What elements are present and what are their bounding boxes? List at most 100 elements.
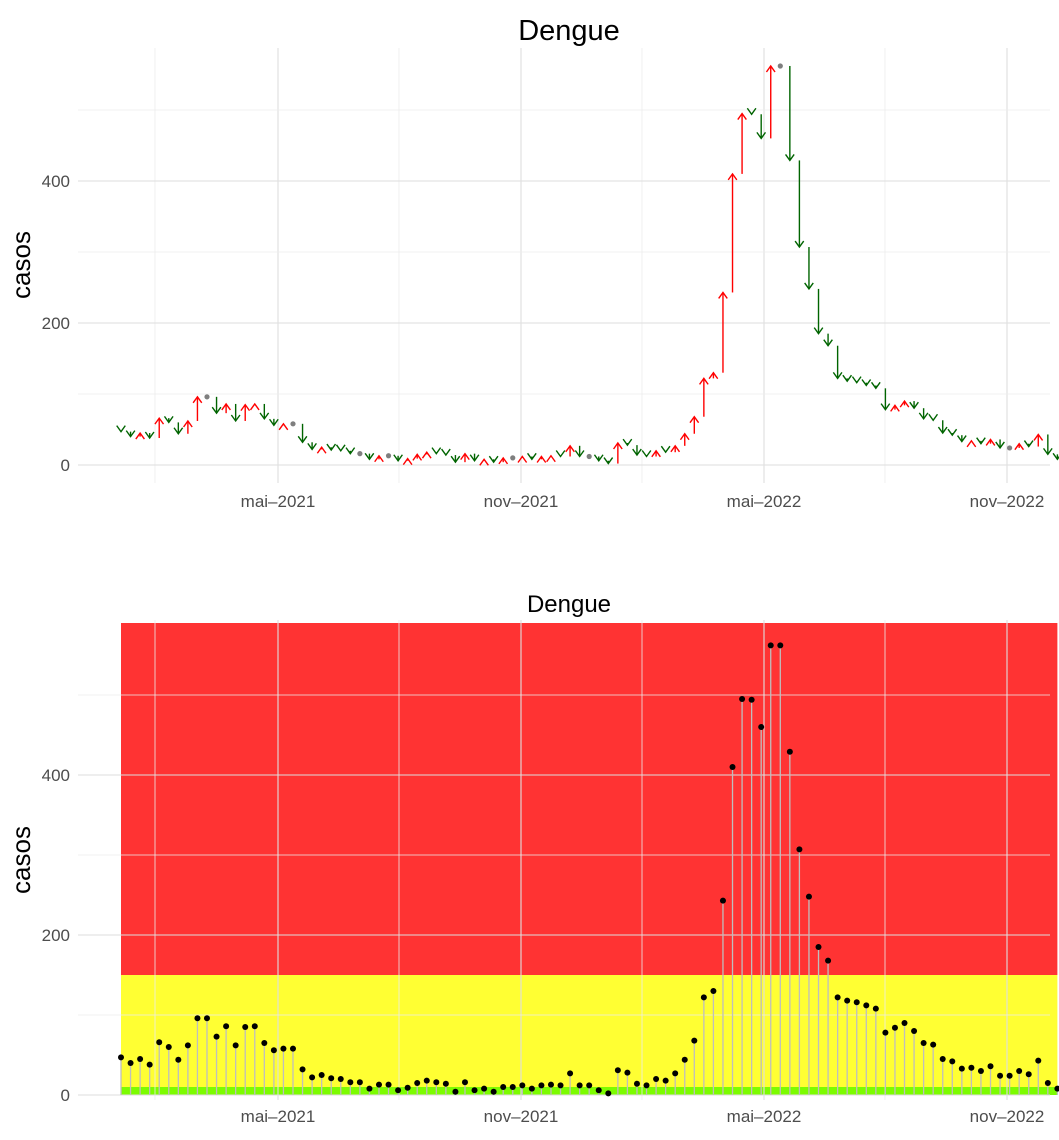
decrease-arrow — [622, 438, 633, 447]
decrease-arrow — [880, 388, 891, 411]
arrow-head — [421, 451, 432, 459]
x-tick-label: nov–2021 — [484, 492, 559, 511]
lollipop-point — [777, 642, 784, 649]
decrease-arrow — [173, 422, 184, 435]
decrease-arrow — [861, 379, 872, 387]
arrow-head — [698, 377, 709, 385]
lollipop-point — [958, 1065, 965, 1072]
arrow-head — [928, 413, 939, 422]
lollipop-point — [251, 1023, 258, 1030]
increase-arrow — [192, 395, 203, 421]
arrow-head — [192, 395, 203, 404]
decrease-arrow — [746, 107, 757, 116]
arrow-head — [125, 430, 136, 438]
increase-arrow — [135, 431, 145, 440]
decrease-arrow — [125, 430, 136, 438]
decrease-arrow — [918, 408, 929, 421]
lollipop-point — [767, 642, 774, 649]
lollipop-point — [404, 1084, 411, 1091]
increase-arrow — [412, 453, 423, 461]
arrow-head — [536, 455, 547, 463]
arrow-head — [316, 446, 327, 454]
arrow-head — [402, 457, 413, 466]
lollipop-point — [891, 1024, 898, 1031]
lollipop-point — [490, 1088, 497, 1095]
arrow-head — [632, 448, 642, 457]
lollipop-point — [719, 897, 726, 904]
decrease-arrow — [947, 428, 958, 437]
lollipop-point — [882, 1029, 889, 1036]
lollipop-point — [118, 1054, 124, 1061]
lollipop-point — [997, 1072, 1004, 1079]
increase-arrow — [1033, 433, 1044, 447]
increase-arrow — [689, 415, 700, 434]
arrow-head — [641, 450, 652, 458]
arrow-head — [956, 435, 967, 443]
arrow-head — [612, 441, 623, 450]
decrease-arrow — [660, 445, 671, 454]
chart-title: Dengue — [527, 591, 611, 618]
lollipop-point — [242, 1024, 249, 1030]
arrow-head — [240, 403, 251, 412]
arrow-head — [278, 422, 289, 431]
arrow-head — [144, 431, 155, 440]
lollipop-point — [194, 1015, 201, 1022]
decrease-arrow — [469, 453, 480, 462]
arrow-head — [488, 455, 499, 464]
lollipop-point — [1044, 1080, 1051, 1086]
lollipop-point — [872, 1005, 879, 1012]
lollipop-point — [528, 1085, 535, 1092]
arrow-head — [574, 450, 585, 458]
arrow-head — [899, 399, 910, 408]
x-tick-label: mai–2021 — [241, 492, 316, 511]
arrow-head — [335, 444, 346, 453]
arrow-head — [1052, 452, 1059, 461]
lollipop-point — [347, 1079, 354, 1086]
lollipop-point — [442, 1080, 449, 1087]
lollipop-point — [825, 957, 832, 964]
y-axis-label: casos — [6, 826, 36, 894]
decrease-arrow — [326, 443, 337, 452]
lollipop-point — [156, 1039, 163, 1046]
lollipop-point — [662, 1077, 669, 1084]
lollipop-point — [977, 1068, 984, 1074]
arrow-head — [269, 418, 279, 427]
lollipop-point — [815, 944, 822, 950]
decrease-arrow — [431, 447, 442, 455]
arrow-head — [1023, 440, 1034, 448]
arrow-head — [689, 415, 700, 424]
lollipop-point — [920, 1040, 927, 1046]
lollipop-point — [567, 1070, 574, 1077]
arrow-head — [565, 444, 575, 453]
axis-ticks: 0 200 400 mai–2021 nov–2021 mai–2022 nov–2022 — [42, 172, 1045, 511]
arrow-head — [249, 402, 260, 411]
arrow-head — [135, 431, 145, 440]
lollipop-point — [1025, 1071, 1032, 1078]
unchanged-point — [777, 63, 783, 69]
increase-arrow — [240, 403, 251, 421]
arrow-head — [784, 154, 795, 162]
lollipop-point — [968, 1064, 975, 1071]
arrow-head — [393, 454, 403, 462]
arrow-head — [460, 452, 470, 461]
lollipop-point — [309, 1074, 316, 1081]
axis-ticks: 0 200 400 mai–2021 nov–2021 mai–2022 nov–2022 — [42, 766, 1045, 1126]
lollipop-point — [614, 1067, 621, 1074]
lollipop-point — [270, 1047, 277, 1054]
increase-arrow — [249, 402, 260, 411]
arrow-head — [431, 447, 442, 455]
unchanged-point — [385, 453, 392, 459]
lollipop-point — [203, 1015, 210, 1022]
unchanged-point — [1007, 445, 1013, 451]
lollipop-point — [318, 1072, 325, 1078]
y-tick-label: 0 — [61, 456, 70, 475]
decrease-arrow — [297, 423, 308, 444]
lollipop-point — [739, 696, 746, 702]
arrow-head — [746, 107, 757, 116]
x-tick-label: nov–2022 — [970, 1107, 1045, 1126]
arrow-head — [412, 453, 423, 461]
lollipop-point — [261, 1040, 268, 1046]
lollipop-marks — [118, 642, 1059, 1097]
increase-arrow — [546, 454, 556, 463]
